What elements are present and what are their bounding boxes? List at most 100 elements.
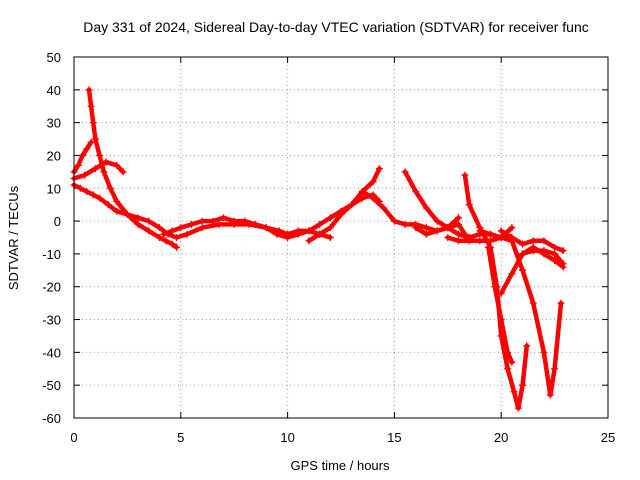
data-point xyxy=(523,342,531,350)
data-point xyxy=(220,214,228,222)
data-point xyxy=(89,191,97,199)
data-point xyxy=(198,217,206,225)
chart-title: Day 331 of 2024, Sidereal Day-to-day VTE… xyxy=(83,19,589,35)
series-sat-k xyxy=(484,243,516,366)
data-point xyxy=(369,178,377,186)
data-point xyxy=(454,214,462,222)
data-point xyxy=(401,220,409,228)
series-sat-o xyxy=(497,243,567,297)
data-point xyxy=(380,204,388,212)
data-point xyxy=(546,391,554,399)
y-tick-label: -50 xyxy=(42,378,61,393)
data-point xyxy=(559,247,567,255)
data-point xyxy=(510,388,518,396)
data-point xyxy=(100,168,108,176)
series-line xyxy=(486,245,515,365)
data-point xyxy=(168,227,176,235)
y-tick-label: -20 xyxy=(42,280,61,295)
data-point xyxy=(91,165,99,173)
y-tick-label: 10 xyxy=(47,181,61,196)
data-point xyxy=(375,165,383,173)
data-point xyxy=(559,263,567,271)
x-tick-label: 20 xyxy=(494,430,508,445)
data-point xyxy=(433,217,441,225)
data-point xyxy=(273,230,281,238)
data-point xyxy=(113,207,121,215)
data-point xyxy=(461,171,469,179)
data-point xyxy=(91,135,99,143)
data-point xyxy=(487,237,495,245)
data-point xyxy=(519,381,527,389)
x-tick-label: 5 xyxy=(177,430,184,445)
series-sat-c xyxy=(85,86,181,251)
series-sat-i xyxy=(412,214,462,238)
data-point xyxy=(476,227,484,235)
data-point xyxy=(487,230,495,238)
plot-frame xyxy=(73,56,609,419)
series-line xyxy=(71,159,126,181)
data-point xyxy=(96,151,104,159)
data-point xyxy=(337,211,345,219)
ticks xyxy=(73,56,609,419)
data-point xyxy=(104,201,112,209)
data-point xyxy=(305,227,313,235)
x-axis-label: GPS time / hours xyxy=(291,458,390,473)
data-point xyxy=(316,220,324,228)
data-point xyxy=(79,151,87,159)
data-point xyxy=(134,214,142,222)
data-point xyxy=(497,234,505,241)
data-point xyxy=(162,237,170,245)
data-point xyxy=(508,234,516,241)
data-point xyxy=(390,217,398,225)
series-sat-p xyxy=(444,224,516,245)
data-point xyxy=(508,224,516,232)
plot-area xyxy=(70,86,567,412)
data-point xyxy=(198,224,206,232)
data-point xyxy=(177,224,185,232)
y-tick-label: 0 xyxy=(54,214,61,229)
data-point xyxy=(113,161,121,169)
data-point xyxy=(514,404,522,412)
data-point xyxy=(412,224,420,232)
data-point xyxy=(540,348,548,356)
data-point xyxy=(305,237,313,245)
data-point xyxy=(454,230,462,238)
data-point xyxy=(87,102,95,110)
data-point xyxy=(519,266,527,274)
y-tick-label: -40 xyxy=(42,345,61,360)
data-point xyxy=(454,220,462,228)
data-point xyxy=(173,243,181,251)
data-point xyxy=(155,224,163,232)
data-point xyxy=(102,158,110,166)
series-line xyxy=(306,166,382,244)
data-point xyxy=(358,188,366,196)
data-point xyxy=(74,161,82,169)
data-point xyxy=(168,240,176,248)
data-point xyxy=(551,250,559,258)
data-point xyxy=(215,220,223,228)
data-point xyxy=(412,188,420,196)
data-point xyxy=(262,224,270,232)
data-point xyxy=(557,299,565,307)
data-point xyxy=(540,237,548,245)
y-axis-label: SDTVAR / TECUs xyxy=(6,185,21,290)
data-point xyxy=(519,250,527,258)
data-point xyxy=(209,217,217,225)
x-tick-labels: 0 5 10 15 20 25 xyxy=(70,430,615,445)
data-point xyxy=(326,224,334,232)
data-point xyxy=(85,86,93,94)
data-point xyxy=(529,299,537,307)
data-point xyxy=(81,171,89,179)
data-point xyxy=(508,358,516,366)
y-tick-label: 50 xyxy=(47,50,61,65)
data-point xyxy=(173,234,181,241)
y-tick-label: -30 xyxy=(42,313,61,328)
data-point xyxy=(96,194,104,202)
data-point xyxy=(358,194,366,202)
data-point xyxy=(284,234,292,241)
data-point xyxy=(433,227,441,235)
data-point xyxy=(89,119,97,127)
data-point xyxy=(83,188,91,196)
data-point xyxy=(519,240,527,248)
